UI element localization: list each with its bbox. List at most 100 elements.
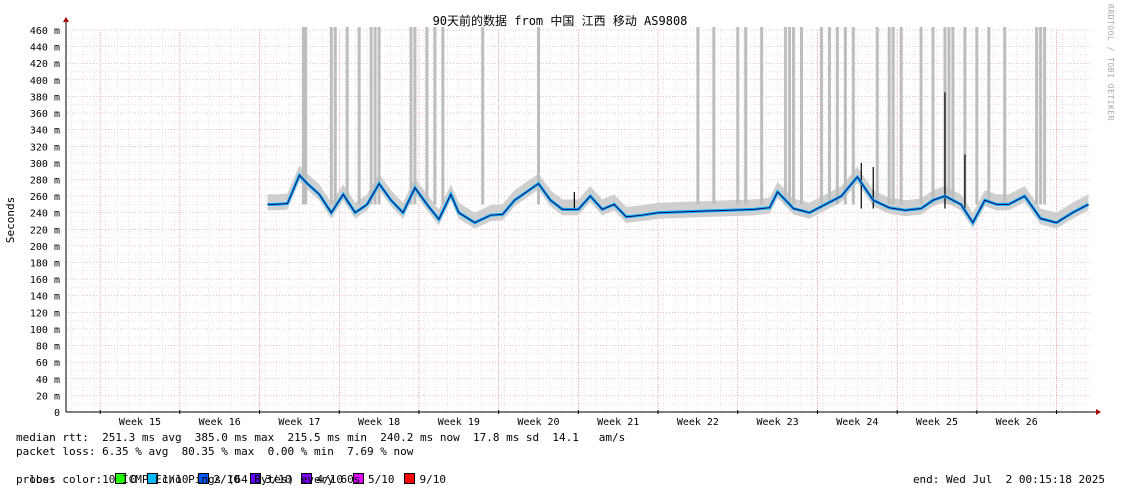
x-tick-label: Week 26 xyxy=(996,417,1038,428)
chart-title: 90天前的数据 from 中国 江西 移动 AS9808 xyxy=(433,13,688,28)
y-tick-label: 140 m xyxy=(30,292,60,303)
loss-spike xyxy=(409,27,413,205)
loss-spike xyxy=(951,27,955,205)
loss-color-item: 1/10 xyxy=(146,473,189,486)
end-timestamp: end: Wed Jul 2 00:15:18 2025 xyxy=(912,473,1105,486)
x-tick-label: Week 18 xyxy=(358,417,400,428)
y-tick-label: 100 m xyxy=(30,325,60,336)
loss-color-swatch xyxy=(115,473,127,484)
loss-spikes xyxy=(301,27,1047,209)
loss-spike xyxy=(1003,27,1007,205)
loss-color-text: 1/10 xyxy=(161,473,189,486)
y-tick-label: 60 m xyxy=(36,358,60,369)
loss-spike xyxy=(441,27,445,205)
probe-info: probe: 10 ICMP Echo Pings (64 Bytes) eve… xyxy=(16,473,361,486)
loss-spike xyxy=(875,27,879,205)
loss-spike xyxy=(800,27,804,205)
y-tick-label: 20 m xyxy=(36,391,60,402)
x-tick-label: Week 19 xyxy=(438,417,480,428)
y-tick-label: 320 m xyxy=(30,142,60,153)
median-line-core xyxy=(267,174,1089,224)
loss-color-item: 9/10 xyxy=(404,473,446,486)
loss-spike xyxy=(887,27,891,205)
x-tick-label: Week 16 xyxy=(199,417,241,428)
loss-spike xyxy=(931,27,935,205)
x-tick-labels: Week 15 Week 16 Week 17 Week 18 Week 19 Week … xyxy=(119,417,1038,428)
loss-spike xyxy=(744,27,748,205)
loss-spike xyxy=(333,27,337,205)
loss-spike xyxy=(987,27,991,205)
loss-color-text: 3/10 xyxy=(264,473,292,486)
y-tick-label: 340 m xyxy=(30,126,60,137)
x-tick-label: Week 22 xyxy=(677,417,719,428)
loss-color-text: 9/10 xyxy=(419,473,446,486)
packet-loss-stats: packet loss: 6.35 % avg 80.35 % max 0.00… xyxy=(16,445,414,458)
loss-color-swatch xyxy=(404,473,416,484)
loss-spike xyxy=(304,27,308,205)
y-tick-label: 40 m xyxy=(36,375,60,386)
x-axis-arrow xyxy=(1096,409,1101,415)
loss-color-item: 0 xyxy=(115,473,137,486)
median-rtt-stats: median rtt: 251.3 ms avg 385.0 ms max 21… xyxy=(16,431,626,444)
loss-spike xyxy=(827,27,831,205)
loss-spike xyxy=(899,27,903,205)
y-tick-label: 400 m xyxy=(30,76,60,87)
loss-color-item: 4/10 xyxy=(301,473,343,486)
loss-spike xyxy=(712,27,716,205)
loss-color-label: loss color: xyxy=(29,473,116,486)
y-tick-label: 280 m xyxy=(30,175,60,186)
loss-spike xyxy=(1035,27,1039,205)
loss-spike xyxy=(696,27,700,205)
y-tick-label: 460 m xyxy=(30,26,60,37)
loss-spike xyxy=(329,27,333,205)
y-tick-label: 0 xyxy=(54,408,60,419)
loss-color-swatch xyxy=(249,473,261,484)
loss-color-swatch xyxy=(352,473,364,484)
loss-color-text: 0 xyxy=(130,473,137,486)
loss-spike xyxy=(736,27,740,205)
y-tick-label: 300 m xyxy=(30,159,60,170)
loss-color-text: 2/10 xyxy=(213,473,240,486)
y-tick-label: 160 m xyxy=(30,275,60,286)
y-tick-label: 80 m xyxy=(36,342,60,353)
y-tick-label: 260 m xyxy=(30,192,60,203)
x-tick-label: Week 15 xyxy=(119,417,161,428)
loss-spike xyxy=(963,27,967,205)
y-tick-label: 360 m xyxy=(30,109,60,120)
median-line xyxy=(267,172,1090,226)
axes xyxy=(63,17,1101,415)
loss-spike xyxy=(784,27,788,205)
loss-spike xyxy=(537,27,540,205)
loss-spike xyxy=(919,27,923,205)
loss-spike xyxy=(947,27,951,205)
loss-spike xyxy=(891,27,895,205)
y-tick-label: 420 m xyxy=(30,59,60,70)
loss-spike xyxy=(792,27,796,205)
y-tick-label: 180 m xyxy=(30,259,60,270)
smoke-area xyxy=(267,165,1089,229)
loss-spike xyxy=(433,27,437,205)
loss-spike xyxy=(301,27,305,205)
loss-spike xyxy=(975,27,979,205)
loss-color-swatch xyxy=(301,473,313,484)
loss-color-text: 4/10 xyxy=(316,473,343,486)
loss-color-item: 5/10 xyxy=(352,473,394,486)
rtt-chart: 0 20 m 40 m 60 m 80 m 100 m 120 m 140 m 160 m 180… xyxy=(4,13,1101,428)
y-tick-label: 380 m xyxy=(30,92,60,103)
y-tick-label: 200 m xyxy=(30,242,60,253)
x-tick-label: Week 20 xyxy=(517,417,559,428)
loss-color-item: 2/10 xyxy=(198,473,240,486)
loss-color-item: 3/10 xyxy=(249,473,292,486)
loss-spike xyxy=(835,27,839,205)
y-tick-label: 440 m xyxy=(30,43,60,54)
loss-spike xyxy=(760,27,764,205)
x-tick-label: Week 25 xyxy=(916,417,958,428)
y-tick-labels: 0 20 m 40 m 60 m 80 m 100 m 120 m 140 m 160 m 180… xyxy=(30,26,60,419)
loss-spike xyxy=(377,27,381,205)
loss-spike xyxy=(788,27,792,205)
x-tick-label: Week 21 xyxy=(597,417,639,428)
smoke-band xyxy=(267,165,1089,229)
loss-spike xyxy=(481,27,485,205)
y-axis-arrow xyxy=(63,17,69,22)
loss-spike xyxy=(373,27,377,205)
